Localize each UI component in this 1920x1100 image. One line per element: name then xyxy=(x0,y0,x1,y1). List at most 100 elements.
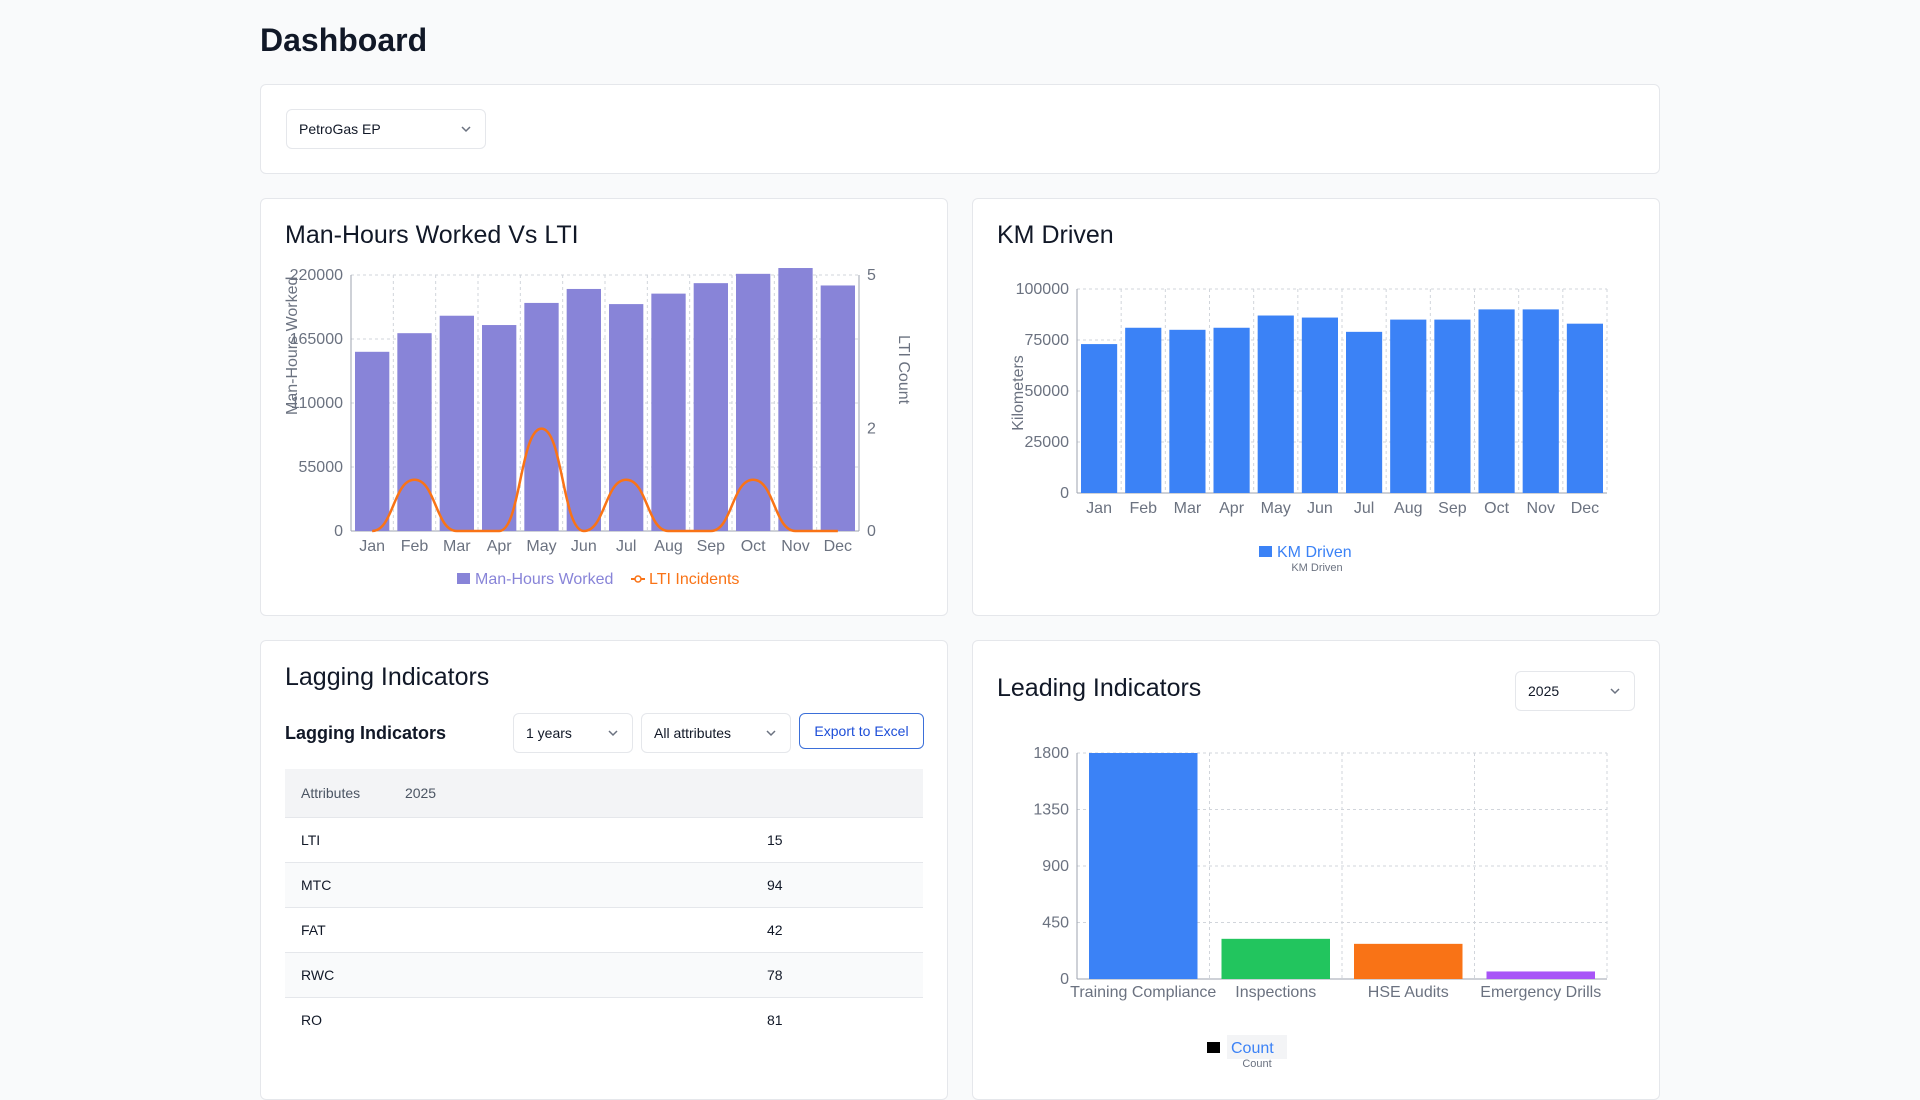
manhours-card: Man-Hours Worked Vs LTI 0 55000 110000 1650… xyxy=(260,198,948,616)
km-bar xyxy=(1081,344,1118,493)
y-tick-label: 0 xyxy=(1060,971,1069,988)
leading-title: Leading Indicators xyxy=(997,674,1202,702)
row-value: 78 xyxy=(404,952,923,998)
legend-sublabel: KM Driven xyxy=(1291,562,1342,574)
row-attribute: RWC xyxy=(285,952,405,998)
company-select[interactable]: PetroGas EP xyxy=(286,109,486,149)
x-tick-label: Oct xyxy=(741,538,766,555)
km-bar xyxy=(1522,309,1559,493)
x-tick-label: Apr xyxy=(487,538,513,555)
company-select-value: PetroGas EP xyxy=(299,121,381,137)
manhours-bar xyxy=(439,315,474,531)
km-bar xyxy=(1213,327,1250,493)
period-select-value: 1 years xyxy=(526,725,572,741)
manhours-bar xyxy=(482,325,517,531)
km-bar xyxy=(1390,319,1427,493)
x-tick-label: Jan xyxy=(1086,500,1112,517)
km-bar xyxy=(1301,317,1338,493)
x-tick-label: Mar xyxy=(443,538,471,555)
x-tick-label: Training Compliance xyxy=(1070,984,1216,1001)
y-tick-label: 55000 xyxy=(299,459,344,476)
manhours-chart: 0 55000 110000 165000 220000 0 2 5 Jan Feb Mar Apr M… xyxy=(284,267,912,588)
lagging-card: Lagging Indicators Lagging Indicators 1 … xyxy=(260,640,948,1100)
filter-card: PetroGas EP xyxy=(260,84,1660,174)
x-tick-label: Jan xyxy=(359,538,385,555)
legend-label: Count xyxy=(1231,1040,1274,1057)
km-chart: 0 25000 50000 75000 100000 Jan Feb Mar Apr May Jun… xyxy=(1010,281,1608,574)
row-value: 42 xyxy=(404,907,923,953)
manhours-bar xyxy=(693,283,728,531)
y-tick-label: 220000 xyxy=(290,267,343,284)
leading-bar xyxy=(1486,971,1595,979)
manhours-bar xyxy=(566,288,601,531)
chevron-down-icon xyxy=(461,126,471,133)
period-select[interactable]: 1 years xyxy=(513,713,633,753)
y-tick-label: 1350 xyxy=(1033,802,1069,819)
chevron-down-icon xyxy=(608,730,618,737)
x-tick-label: Jul xyxy=(1354,500,1374,517)
manhours-bar xyxy=(820,285,855,531)
y2-tick-label: 5 xyxy=(867,267,876,284)
year-select-value: 2025 xyxy=(1528,683,1560,699)
y-tick-label: 110000 xyxy=(291,395,343,412)
x-tick-label: Feb xyxy=(1129,500,1157,517)
km-title: KM Driven xyxy=(997,221,1114,249)
manhours-bar xyxy=(736,273,771,531)
page-title: Dashboard xyxy=(260,22,428,58)
legend-label: KM Driven xyxy=(1277,544,1352,561)
x-tick-label: HSE Audits xyxy=(1368,984,1449,1001)
year-select[interactable]: 2025 xyxy=(1515,671,1635,711)
leading-bar xyxy=(1089,753,1198,979)
table-row: RWC 78 xyxy=(285,952,923,998)
legend-bar-swatch xyxy=(457,573,470,584)
x-tick-label: Nov xyxy=(1527,500,1555,517)
attribute-select[interactable]: All attributes xyxy=(641,713,791,753)
km-card: KM Driven 0 25000 50000 75000 100000 Jan Feb Ma… xyxy=(972,198,1660,616)
y-tick-label: 100000 xyxy=(1016,281,1069,298)
x-tick-label: Jun xyxy=(1307,500,1333,517)
lagging-table: Attributes 2025 LTI 15 MTC 94 FAT 42 xyxy=(285,769,923,1042)
y-tick-label: 25000 xyxy=(1025,434,1070,451)
x-tick-label: Inspections xyxy=(1235,984,1316,1001)
x-tick-label: May xyxy=(526,538,556,555)
x-tick-label: Oct xyxy=(1484,500,1509,517)
leading-card: Leading Indicators 2025 0 450 900 1350 1800 T… xyxy=(972,640,1660,1100)
export-excel-button[interactable]: Export to Excel xyxy=(799,713,924,749)
x-tick-label: Feb xyxy=(401,538,429,555)
lagging-title: Lagging Indicators xyxy=(285,663,490,691)
leading-bar xyxy=(1354,943,1463,979)
row-attribute: RO xyxy=(285,997,405,1042)
y2-tick-label: 2 xyxy=(867,421,876,438)
x-tick-label: Apr xyxy=(1219,500,1245,517)
km-bar xyxy=(1257,315,1294,493)
manhours-bar xyxy=(651,293,686,531)
manhours-bar xyxy=(524,302,559,531)
manhours-bar xyxy=(355,351,390,531)
legend-highlight xyxy=(1227,1035,1287,1059)
row-value: 94 xyxy=(404,862,923,908)
y2-axis-title: LTI Count xyxy=(895,335,912,405)
y-axis-title: Kilometers xyxy=(1010,355,1027,431)
legend-swatch xyxy=(1259,546,1272,557)
manhours-bar xyxy=(609,304,644,531)
y-tick-label: 75000 xyxy=(1025,332,1070,349)
row-value: 15 xyxy=(404,817,923,863)
y-tick-label: 900 xyxy=(1042,858,1069,875)
legend-line-marker xyxy=(634,575,642,583)
x-tick-label: Aug xyxy=(654,538,682,555)
chevron-down-icon xyxy=(1610,688,1620,695)
chevron-down-icon xyxy=(766,730,776,737)
leading-bar xyxy=(1221,938,1330,979)
y-tick-label: 1800 xyxy=(1033,745,1069,762)
legend-line-label: LTI Incidents xyxy=(649,571,739,588)
x-tick-label: Dec xyxy=(824,538,852,555)
leading-chart: 0 450 900 1350 1800 Training Compliance Inspec… xyxy=(1033,745,1608,1070)
manhours-bar xyxy=(397,333,432,531)
x-tick-label: Sep xyxy=(697,538,726,555)
y2-tick-label: 0 xyxy=(867,523,876,540)
table-header-row: Attributes 2025 xyxy=(285,769,923,818)
km-bar xyxy=(1478,309,1515,493)
y-tick-label: 165000 xyxy=(290,331,343,348)
y-tick-label: 0 xyxy=(334,523,343,540)
y-tick-label: 50000 xyxy=(1025,383,1070,400)
